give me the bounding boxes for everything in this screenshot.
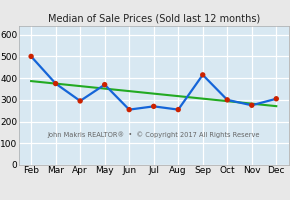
- Point: [78, 99, 82, 103]
- Point: [200, 73, 205, 76]
- Title: Median of Sale Prices (Sold last 12 months): Median of Sale Prices (Sold last 12 mont…: [48, 14, 260, 24]
- Point: [29, 55, 33, 58]
- Point: [102, 83, 107, 86]
- Point: [151, 105, 156, 108]
- Point: [274, 97, 279, 100]
- Point: [53, 82, 58, 85]
- Point: [249, 104, 254, 107]
- Point: [127, 108, 131, 111]
- Point: [225, 98, 230, 101]
- Text: John Makris REALTOR®  •  © Copyright 2017 All Rights Reserve: John Makris REALTOR® • © Copyright 2017 …: [48, 131, 260, 138]
- Point: [176, 108, 181, 111]
